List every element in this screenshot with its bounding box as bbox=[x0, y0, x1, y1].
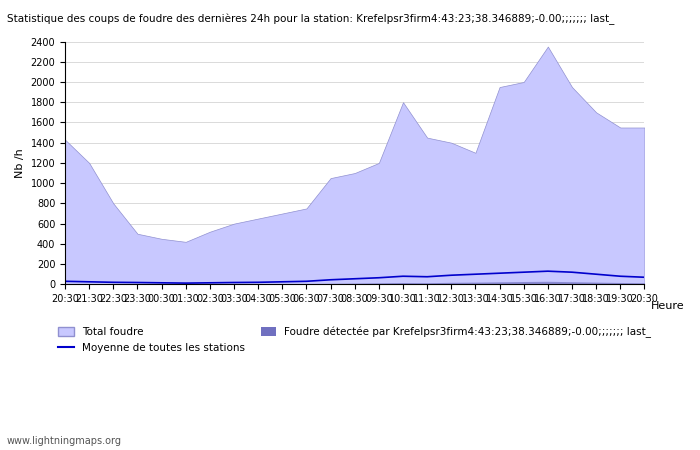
Text: Statistique des coups de foudre des dernières 24h pour la station: Krefelpsr3fir: Statistique des coups de foudre des dern… bbox=[7, 14, 615, 25]
Text: Heure: Heure bbox=[652, 302, 685, 311]
Legend: Total foudre, Moyenne de toutes les stations, Foudre détectée par Krefelpsr3firm: Total foudre, Moyenne de toutes les stat… bbox=[54, 323, 656, 357]
Y-axis label: Nb /h: Nb /h bbox=[15, 148, 25, 178]
Text: www.lightningmaps.org: www.lightningmaps.org bbox=[7, 436, 122, 446]
